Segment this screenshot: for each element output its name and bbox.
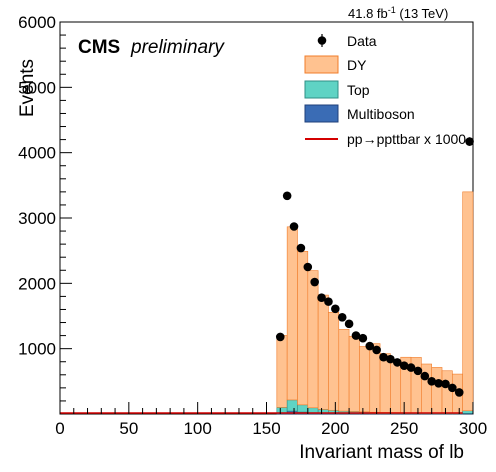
bar-top-3 <box>308 408 318 413</box>
legend-data-label: Data <box>347 33 377 49</box>
data-point-10 <box>345 320 354 329</box>
x-tick-label-200: 200 <box>321 419 349 438</box>
y-tick-label-2000: 2000 <box>18 274 56 293</box>
x-tick-label-300: 300 <box>459 419 487 438</box>
bar-dy-2 <box>297 251 307 405</box>
data-point-3 <box>297 244 306 253</box>
x-tick-label-250: 250 <box>390 419 418 438</box>
bar-top-1 <box>287 400 297 411</box>
x-tick-label-50: 50 <box>119 419 138 438</box>
legend-top-label: Top <box>347 82 370 98</box>
legend-data-marker <box>318 36 327 45</box>
bar-dy-6 <box>339 329 349 411</box>
data-point-2 <box>290 222 299 231</box>
bar-dy-11 <box>390 360 400 412</box>
y-axis-title: Events <box>17 59 38 117</box>
data-point-26 <box>455 388 464 397</box>
data-point-21 <box>421 372 430 381</box>
data-point-0 <box>276 333 285 342</box>
data-point-5 <box>310 278 319 287</box>
data-point-1 <box>283 191 292 200</box>
bar-dy-8 <box>359 347 369 412</box>
bar-dy-1 <box>287 227 297 400</box>
bar-dy-15 <box>432 367 442 413</box>
lumi-label: 41.8 fb-1 (13 TeV) <box>348 5 448 21</box>
data-point-20 <box>414 367 423 376</box>
legend-multiboson-swatch <box>305 105 338 122</box>
bar-dy-18 <box>463 192 473 411</box>
y-tick-label-3000: 3000 <box>18 209 56 228</box>
bar-dy-9 <box>370 344 380 413</box>
legend-entry-multiboson: Multiboson <box>305 105 415 122</box>
x-axis-title: Invariant mass of lb <box>299 442 464 463</box>
bar-top-2 <box>297 405 307 412</box>
legend-dy-swatch <box>305 56 338 73</box>
data-point-7 <box>324 297 333 306</box>
bar-dy-5 <box>328 312 338 410</box>
legend-signal-label: pp→ppttbar x 1000 <box>347 131 466 147</box>
data-point-9 <box>338 313 347 322</box>
legend-top-swatch <box>305 81 338 98</box>
legend-entry-dy: DY <box>305 56 367 73</box>
bar-dy-16 <box>442 371 452 413</box>
bar-top-18 <box>463 411 473 414</box>
y-tick-label-1000: 1000 <box>18 340 56 359</box>
bar-dy-4 <box>318 295 328 409</box>
bar-dy-3 <box>308 271 318 408</box>
legend-multiboson-label: Multiboson <box>347 106 415 122</box>
plot-frame <box>60 22 473 414</box>
data-point-12 <box>359 334 368 343</box>
y-tick-label-4000: 4000 <box>18 144 56 163</box>
data-point-27 <box>465 137 474 146</box>
data-point-8 <box>331 305 340 314</box>
bar-dy-7 <box>349 336 359 411</box>
x-tick-label-100: 100 <box>183 419 211 438</box>
legend-dy-label: DY <box>347 57 367 73</box>
bar-dy-14 <box>421 364 431 413</box>
x-tick-label-0: 0 <box>55 419 64 438</box>
x-tick-label-150: 150 <box>252 419 280 438</box>
data-point-4 <box>304 263 313 272</box>
data-point-14 <box>372 346 381 355</box>
legend-entry-top: Top <box>305 81 370 98</box>
cms-label: CMS <box>78 37 120 58</box>
preliminary-label: preliminary <box>130 37 225 58</box>
bar-dy-0 <box>277 335 287 407</box>
y-tick-label-6000: 6000 <box>18 13 56 32</box>
